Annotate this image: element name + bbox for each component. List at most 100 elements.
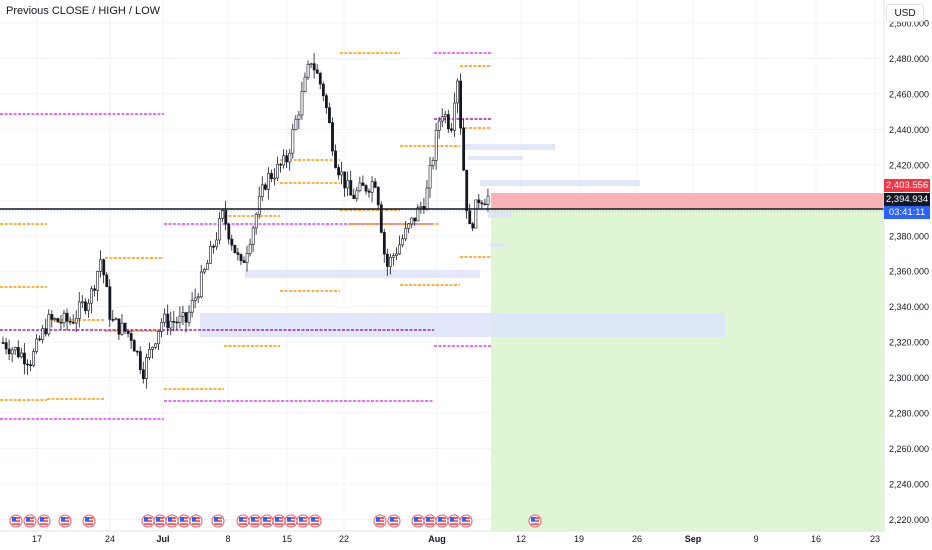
candle-body — [263, 184, 267, 190]
currency-button[interactable]: USD — [886, 4, 924, 22]
us-flag-icon[interactable] — [373, 514, 387, 528]
us-flag-icon[interactable] — [260, 514, 274, 528]
candle-body — [13, 347, 17, 351]
candle-body — [53, 318, 57, 320]
candle-body — [44, 328, 48, 335]
us-flag-icon[interactable] — [177, 514, 191, 528]
us-flag-icon[interactable] — [82, 514, 96, 528]
candle-body — [96, 271, 100, 291]
us-flag-icon[interactable] — [165, 514, 179, 528]
candle-body — [148, 349, 151, 358]
candle-body — [71, 321, 75, 324]
candle-body — [346, 180, 350, 189]
price-tick-label: 2,340.000 — [889, 302, 929, 312]
us-flag-icon[interactable] — [189, 514, 203, 528]
candle-body — [321, 83, 325, 96]
candle-body — [77, 301, 81, 319]
candle-body — [114, 318, 118, 321]
us-flag-icon[interactable] — [308, 514, 322, 528]
us-flag-icon[interactable] — [447, 514, 461, 528]
time-tick-label: 9 — [753, 534, 758, 544]
economic-event-markers — [9, 514, 542, 528]
candle-body — [389, 257, 392, 267]
us-flag-icon[interactable] — [23, 514, 37, 528]
candle-body — [187, 311, 191, 323]
candle-body — [190, 300, 194, 313]
us-flag-icon[interactable] — [435, 514, 449, 528]
candle-body — [239, 254, 243, 261]
candle-body — [364, 185, 368, 192]
candle-body — [1, 342, 5, 344]
time-tick-label: Aug — [428, 534, 446, 544]
candle-body — [440, 116, 444, 122]
candle-body — [184, 312, 188, 323]
price-tick-label: 2,380.000 — [889, 231, 929, 241]
candle-body — [111, 319, 115, 321]
candle-body — [437, 120, 441, 131]
candle-body — [68, 321, 72, 323]
candle-body — [221, 210, 225, 219]
us-flag-icon[interactable] — [411, 514, 425, 528]
candle-body — [459, 80, 463, 129]
candle-body — [35, 338, 39, 352]
candle-body — [428, 165, 432, 189]
candle-body — [23, 352, 26, 365]
trade-zones — [200, 144, 884, 531]
candle-body — [300, 91, 304, 116]
candle-body — [41, 328, 45, 340]
us-flag-icon[interactable] — [296, 514, 310, 528]
us-flag-icon[interactable] — [9, 514, 23, 528]
candle-body — [416, 207, 420, 222]
time-tick-label: 23 — [870, 534, 880, 544]
us-flag-icon[interactable] — [236, 514, 250, 528]
candle-body — [407, 223, 411, 229]
candle-body — [47, 314, 51, 335]
candle-body — [74, 318, 78, 324]
us-flag-icon[interactable] — [58, 514, 72, 528]
candle-body — [90, 288, 93, 304]
candle-body — [212, 245, 215, 248]
us-flag-icon[interactable] — [141, 514, 155, 528]
candle-body — [65, 312, 69, 322]
candle-body — [38, 338, 42, 341]
candle-body — [471, 223, 475, 229]
candle-body — [291, 129, 295, 154]
indicator-title[interactable]: Previous CLOSE / HIGH / LOW — [6, 5, 161, 17]
us-flag-icon[interactable] — [272, 514, 286, 528]
us-flag-icon[interactable] — [423, 514, 437, 528]
stop-zone[interactable] — [491, 193, 884, 209]
candle-body — [413, 217, 417, 222]
candle-body — [62, 312, 66, 324]
candle-body — [337, 167, 341, 176]
candle-body — [233, 244, 237, 254]
us-flag-icon[interactable] — [37, 514, 51, 528]
fair-value-gap-box — [490, 243, 505, 247]
candle-body — [379, 204, 383, 233]
candle-body — [349, 180, 353, 196]
candle-body — [193, 297, 197, 301]
candle-body — [450, 128, 453, 131]
candle-body — [282, 155, 286, 166]
candle-body — [334, 150, 337, 168]
us-flag-icon[interactable] — [284, 514, 298, 528]
price-tick-label: 2,300.000 — [889, 373, 929, 383]
us-flag-icon[interactable] — [248, 514, 262, 528]
us-flag-icon[interactable] — [528, 514, 542, 528]
candle-body — [312, 63, 316, 71]
us-flag-icon[interactable] — [153, 514, 167, 528]
candle-body — [10, 349, 14, 355]
time-tick-label: 8 — [225, 534, 230, 544]
price-tick-label: 2,360.000 — [889, 267, 929, 277]
us-flag-icon[interactable] — [459, 514, 473, 528]
us-flag-icon[interactable] — [211, 514, 225, 528]
candle-body — [19, 352, 23, 358]
candle-body — [135, 350, 139, 353]
candle-body — [373, 181, 377, 188]
target-zone[interactable] — [491, 209, 884, 531]
candle-body — [306, 64, 310, 78]
candle-body — [105, 274, 109, 288]
us-flag-icon[interactable] — [387, 514, 401, 528]
candle-body — [248, 244, 252, 254]
candle-body — [480, 202, 484, 205]
